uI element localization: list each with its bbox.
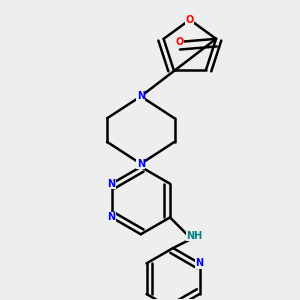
Text: O: O [175, 37, 183, 47]
Text: NH: NH [186, 231, 203, 241]
Text: O: O [186, 15, 194, 25]
Text: N: N [196, 258, 204, 268]
Text: N: N [108, 212, 116, 222]
Text: N: N [137, 92, 145, 101]
Text: N: N [137, 159, 145, 169]
Text: N: N [108, 179, 116, 189]
